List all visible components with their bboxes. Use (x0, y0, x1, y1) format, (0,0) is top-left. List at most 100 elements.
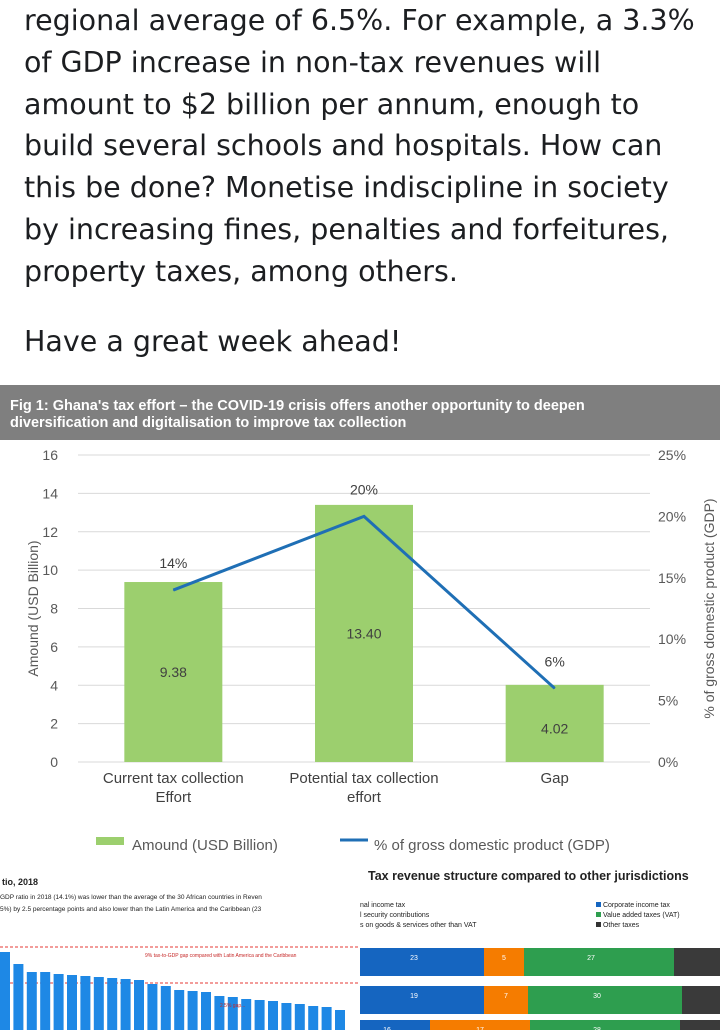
mini-bar (214, 996, 225, 1030)
y-tick-label: 0 (50, 754, 58, 770)
mini-bar (120, 979, 131, 1030)
bar-value-label: 13.40 (346, 625, 381, 641)
mini-bar (93, 977, 104, 1030)
stack-segment (430, 1020, 530, 1030)
x-tick-label: Current tax collection (103, 770, 244, 787)
mini-bar (227, 997, 238, 1030)
mini-bar (174, 990, 185, 1030)
gdp-ratio-panel[interactable]: tio, 2018 GDP ratio in 2018 (14.1%) was … (0, 855, 360, 1030)
stack-segment (360, 1020, 430, 1030)
mini-bar (0, 952, 10, 1030)
chart-image[interactable]: Fig 1: Ghana's tax effort – the COVID-19… (0, 385, 720, 855)
segment-label: 28 (593, 1027, 601, 1030)
bar-value-label: 4.02 (541, 720, 568, 736)
legend-swatch-bar (96, 837, 124, 845)
segment-label: 19 (410, 993, 418, 1000)
y2-tick-label: 5% (658, 693, 678, 709)
chart-title-line: Fig 1: Ghana's tax effort – the COVID-19… (10, 398, 585, 414)
stack-segment (360, 986, 484, 1014)
stack-segment (530, 1020, 680, 1030)
mini-bar (160, 986, 171, 1030)
stack-segment (680, 1020, 720, 1030)
legend-item: Value added taxes (VAT) (596, 911, 680, 921)
post-line: regional average of 6.5%. For example, a… (24, 4, 695, 37)
post-line: amount to $2 billion per annum, enough t… (24, 87, 640, 121)
mini-bar (53, 974, 64, 1030)
legend-right: Corporate income tax Value added taxes (… (596, 901, 680, 931)
post-line: property taxes, among others. (24, 254, 458, 288)
line-value-label: 6% (545, 653, 565, 669)
segment-label: 23 (410, 955, 418, 962)
legend-item: Other taxes (596, 921, 680, 931)
post-line: by increasing fines, penalties and forfe… (24, 212, 669, 246)
y-tick-label: 8 (50, 601, 58, 617)
bar (505, 684, 604, 762)
segment-label: 30 (593, 993, 601, 1000)
mini-bar-chart (0, 946, 360, 1030)
segment-label: 5 (502, 955, 506, 962)
legend-label: Amound (USD Billion) (132, 837, 278, 854)
panel-text: GDP ratio in 2018 (14.1%) was lower than… (0, 894, 262, 901)
stack-segment (360, 948, 484, 976)
y2-axis-title: % of gross domestic product (GDP) (701, 498, 717, 718)
mini-bar (201, 992, 211, 1030)
line-point (363, 515, 365, 517)
mini-bar (80, 976, 91, 1030)
x-tick-label: effort (347, 789, 382, 806)
tax-structure-panel[interactable]: Tax revenue structure compared to other … (360, 855, 720, 1030)
segment-label: 16 (383, 1027, 391, 1030)
panel-title: Tax revenue structure compared to other … (368, 869, 689, 883)
legend-item: nal income tax (360, 902, 406, 909)
bar (124, 582, 223, 762)
mini-bar (40, 972, 51, 1030)
segment-label: 27 (587, 955, 595, 962)
line-point (172, 589, 174, 591)
line-value-label: 20% (350, 481, 378, 497)
segment-label: 7 (504, 993, 508, 1000)
stack-segment (528, 986, 682, 1014)
y2-tick-label: 20% (658, 508, 686, 524)
legend-item: l security contributions (360, 912, 430, 919)
post-line: of GDP increase in non-tax revenues will (24, 45, 602, 79)
mini-bar (335, 1010, 345, 1030)
y2-tick-label: 15% (658, 570, 686, 586)
mini-bar (26, 972, 37, 1030)
mini-bar (134, 980, 144, 1030)
legend-item: Corporate income tax (596, 901, 680, 911)
chart-title: Fig 1: Ghana's tax effort – the COVID-19… (0, 385, 720, 440)
mini-bar (67, 975, 77, 1030)
post-text: regional average of 6.5%. For example, a… (24, 0, 704, 293)
mini-bar (187, 991, 198, 1030)
mini-bar (308, 1006, 319, 1030)
mini-bar (147, 984, 158, 1030)
bar-line-chart: 0 2 4 6 8 10 12 14 16 0% 5% 10% 15% 20% 25% Amound (USD… (25, 447, 717, 854)
stack-segment (484, 986, 528, 1014)
stacked-bar-chart: 23 5 27 19 7 30 16 17 28 (360, 948, 720, 1030)
y2-tick-label: 25% (658, 447, 686, 463)
y-tick-label: 4 (50, 677, 58, 693)
chart-title-line: diversification and digitalisation to im… (10, 415, 407, 431)
mini-bar (241, 999, 252, 1030)
post-line: this be done? Monetise indiscipline in s… (24, 171, 669, 205)
gap-note: 9% tax-to-GDP gap compared with Latin Am… (145, 953, 297, 959)
y-tick-label: 10 (42, 562, 58, 578)
line-point (554, 687, 556, 689)
x-tick-label: Effort (156, 789, 192, 806)
y-axis-title: Amound (USD Billion) (25, 540, 41, 676)
stack-segment (682, 986, 720, 1014)
y-tick-label: 14 (42, 485, 58, 501)
mini-bar (268, 1001, 278, 1030)
y-tick-label: 12 (42, 524, 58, 540)
y-tick-label: 2 (50, 716, 58, 732)
mini-bar (281, 1003, 292, 1030)
legend-item: s on goods & services other than VAT (360, 922, 477, 929)
legend-label: % of gross domestic product (GDP) (374, 837, 610, 854)
legend-left: nal income tax l security contributions … (360, 901, 476, 931)
mini-bar (13, 964, 24, 1030)
x-tick-label: Gap (540, 770, 568, 787)
mini-bar (294, 1004, 305, 1030)
gap-note: 2.5% gap... (220, 1003, 246, 1009)
panel-text: 5%) by 2.5 percentage points and also lo… (0, 906, 262, 913)
y-tick-label: 16 (42, 447, 58, 463)
stack-segment (674, 948, 720, 976)
